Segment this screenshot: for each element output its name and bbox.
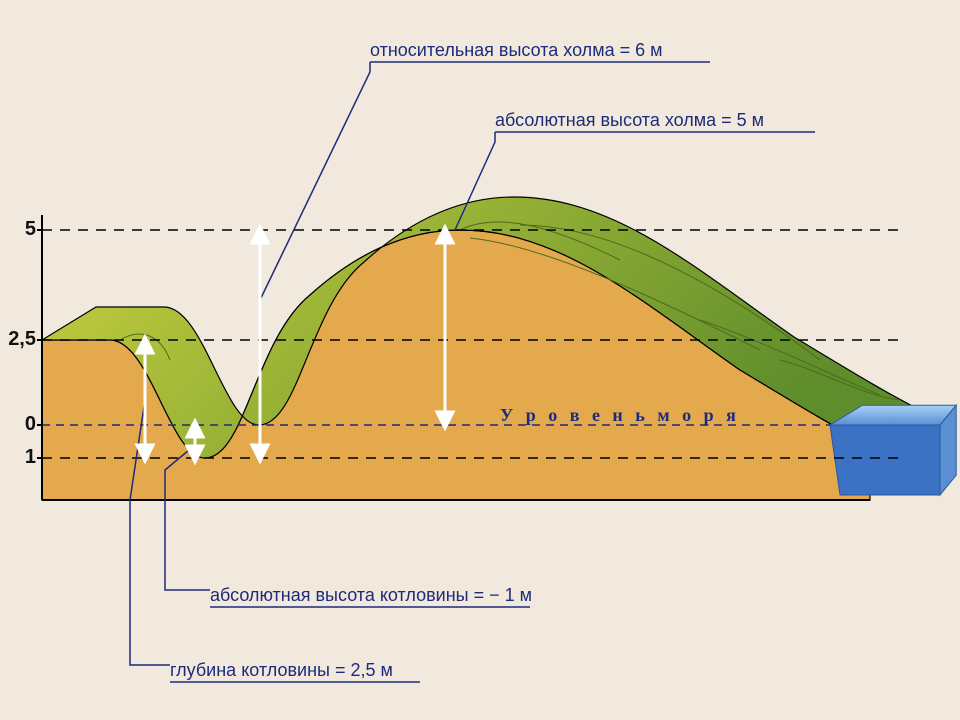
callout-basin-depth: глубина котловины = 2,5 м (170, 660, 393, 681)
terrain-svg (0, 0, 960, 720)
sea-level-label: У р о в е н ь м о р я (500, 405, 740, 426)
diagram-stage: 5 2,5 0 1 У р о в е н ь м о р я относите… (0, 0, 960, 720)
axis-label-0: 0 (0, 413, 36, 436)
callout-relative-height: относительная высота холма = 6 м (370, 40, 662, 61)
callout-absolute-height: абсолютная высота холма = 5 м (495, 110, 764, 131)
axis-label-1: 1 (0, 446, 36, 469)
axis-label-5: 5 (0, 218, 36, 241)
callout-absolute-depth: абсолютная высота котловины = − 1 м (210, 585, 532, 606)
axis-label-2-5: 2,5 (0, 328, 36, 351)
sea-block (830, 405, 956, 495)
